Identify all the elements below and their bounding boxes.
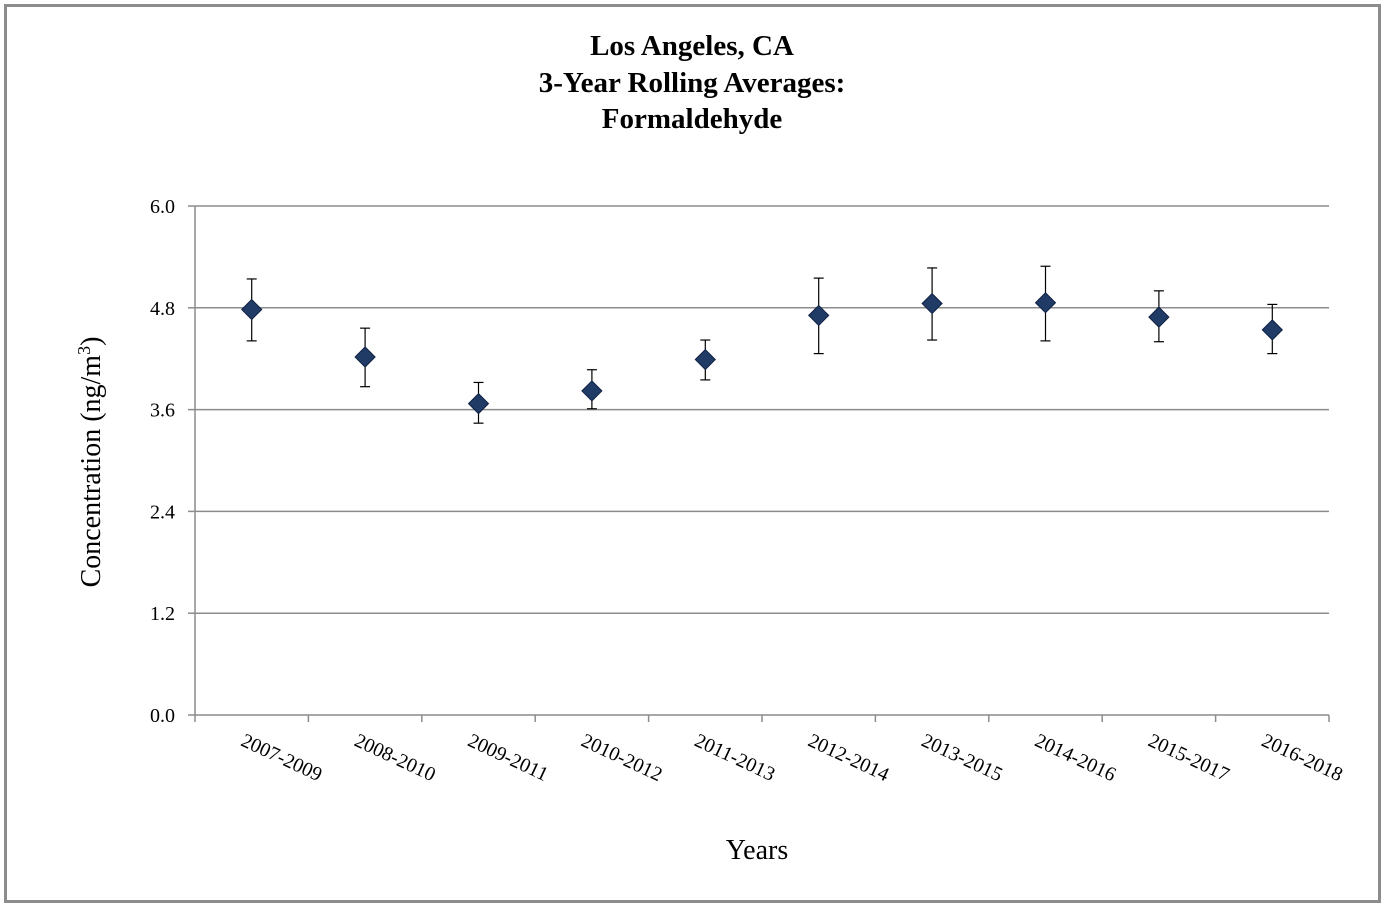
y-tick-label: 0.0: [150, 705, 175, 727]
chart-title-line-3: Formaldehyde: [602, 103, 783, 135]
data-point: [581, 380, 603, 402]
chart-title-line-1: Los Angeles, CA: [590, 30, 794, 62]
y-axis-label-main: Concentration (ng/m: [76, 355, 107, 588]
data-point: [240, 298, 263, 321]
grid-lines: [188, 205, 1329, 716]
x-tick-label: 2013-2015: [918, 730, 1006, 787]
data-point: [807, 304, 830, 327]
data-point: [467, 392, 490, 415]
data-point: [921, 292, 943, 315]
x-tick-label: 2012-2014: [805, 730, 893, 787]
x-tick-label: 2011-2013: [691, 730, 778, 786]
y-tick-label: 1.2: [150, 603, 175, 625]
x-tick-label: 2014-2016: [1031, 730, 1119, 787]
x-tick-label: 2007-2009: [238, 730, 326, 787]
x-tick-label: 2015-2017: [1145, 730, 1233, 787]
x-axis: [194, 206, 1330, 722]
y-tick-labels: 0.0 1.2 2.4 3.6 4.8 6.0: [150, 196, 175, 727]
error-bars: [246, 265, 1278, 424]
data-point: [694, 348, 717, 371]
chart-frame: [4, 4, 1381, 903]
y-axis-label-superscript: 3: [74, 346, 94, 355]
x-tick-label: 2016-2018: [1258, 730, 1346, 787]
data-point: [354, 346, 376, 368]
x-tick-label: 2010-2012: [578, 730, 666, 787]
y-axis-label: Concentration (ng/m3): [74, 337, 107, 588]
y-axis-label-close: ): [76, 337, 107, 346]
data-point: [1148, 306, 1170, 328]
y-tick-label: 2.4: [150, 501, 175, 523]
x-tick-label: 2009-2011: [464, 730, 551, 786]
chart-title-line-2: 3-Year Rolling Averages:: [539, 67, 846, 99]
data-point: [1034, 292, 1057, 314]
data-point: [1261, 319, 1284, 341]
y-tick-label: 4.8: [150, 298, 175, 320]
x-axis-label: Years: [726, 835, 789, 866]
y-tick-label: 6.0: [150, 196, 175, 218]
x-tick-label: 2008-2010: [351, 730, 439, 787]
data-markers: [240, 292, 1284, 415]
y-tick-label: 3.6: [150, 400, 175, 422]
chart-title: Los Angeles, CA 3-Year Rolling Averages:…: [539, 30, 846, 135]
x-tick-labels: 2007-2009 2008-2010 2009-2011 2010-2012 2011…: [238, 730, 1346, 787]
